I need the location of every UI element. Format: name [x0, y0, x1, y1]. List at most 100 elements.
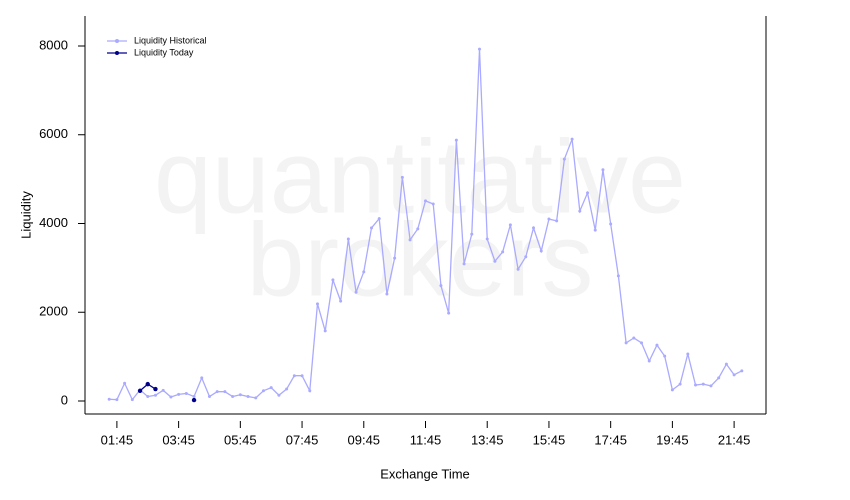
data-point: [547, 217, 551, 221]
data-point: [369, 226, 373, 230]
data-point: [717, 376, 721, 380]
data-point: [184, 391, 188, 395]
data-point: [393, 256, 397, 260]
x-tick-label: 19:45: [656, 432, 689, 447]
data-point: [624, 341, 628, 345]
data-point: [107, 397, 111, 401]
data-point: [161, 388, 165, 392]
x-tick-label: 05:45: [224, 432, 257, 447]
x-tick-label: 11:45: [410, 432, 442, 447]
data-point: [223, 390, 227, 394]
data-point: [632, 336, 636, 340]
data-point: [292, 374, 296, 378]
data-point: [115, 398, 119, 402]
data-point: [732, 373, 736, 377]
data-point: [277, 393, 281, 397]
legend-marker: [115, 51, 119, 55]
data-point: [655, 343, 659, 347]
data-point: [207, 395, 211, 399]
data-point: [562, 157, 566, 161]
data-point: [169, 395, 173, 399]
data-point: [470, 232, 474, 236]
data-point: [123, 381, 127, 385]
data-point: [539, 249, 543, 253]
data-point: [663, 354, 667, 358]
data-point: [462, 262, 466, 266]
data-point: [408, 238, 412, 242]
data-point: [315, 302, 319, 306]
data-point: [701, 382, 705, 386]
data-point: [246, 395, 250, 399]
data-point: [686, 352, 690, 356]
data-point: [339, 299, 343, 303]
data-point: [439, 284, 443, 288]
data-point: [740, 369, 744, 373]
data-point: [516, 267, 520, 271]
data-point: [231, 395, 235, 399]
data-point: [578, 209, 582, 213]
x-axis-label: Exchange Time: [380, 466, 470, 481]
legend-label: Liquidity Historical: [134, 35, 207, 45]
y-tick-label: 6000: [39, 126, 68, 141]
x-tick-label: 21:45: [718, 432, 751, 447]
data-point: [416, 227, 420, 231]
data-point: [647, 359, 651, 363]
x-tick-label: 03:45: [162, 432, 195, 447]
data-point: [331, 278, 335, 282]
data-point: [153, 386, 158, 392]
data-point: [678, 382, 682, 386]
data-point: [524, 255, 528, 259]
x-tick-label: 07:45: [286, 432, 319, 447]
data-point: [593, 228, 597, 232]
data-point: [323, 329, 327, 333]
data-point: [308, 389, 312, 393]
x-tick-label: 09:45: [348, 432, 381, 447]
data-point: [447, 311, 451, 315]
data-point: [609, 222, 613, 226]
y-tick-label: 4000: [39, 215, 68, 230]
data-point: [354, 290, 358, 294]
y-tick-label: 8000: [39, 37, 68, 52]
y-tick-label: 0: [61, 392, 68, 407]
legend-marker: [115, 39, 119, 43]
data-point: [146, 395, 150, 399]
data-point: [346, 237, 350, 241]
y-tick-label: 2000: [39, 304, 68, 319]
data-point: [261, 389, 265, 393]
x-tick-label: 01:45: [101, 432, 134, 447]
data-point: [724, 362, 728, 366]
data-point: [431, 202, 435, 206]
data-point: [385, 292, 389, 296]
x-tick-label: 17:45: [594, 432, 627, 447]
data-point: [192, 395, 196, 399]
data-point: [616, 274, 620, 278]
data-point: [501, 250, 505, 254]
data-point: [555, 219, 559, 223]
data-point: [377, 217, 381, 221]
data-point: [215, 390, 219, 394]
data-point: [709, 384, 713, 388]
data-point: [640, 341, 644, 345]
data-point: [586, 191, 590, 195]
data-point: [454, 138, 458, 142]
data-point: [493, 259, 497, 263]
x-tick-label: 13:45: [471, 432, 504, 447]
data-point: [400, 175, 404, 179]
data-point: [601, 168, 605, 172]
data-point: [532, 226, 536, 230]
legend: Liquidity Historical Liquidity Today: [107, 35, 207, 57]
data-point: [424, 199, 427, 203]
data-point: [177, 392, 181, 396]
data-point: [153, 393, 157, 397]
data-point: [300, 374, 304, 378]
data-point: [508, 223, 512, 227]
data-point: [285, 387, 289, 391]
legend-label: Liquidity Today: [134, 47, 194, 57]
data-point: [570, 137, 574, 141]
data-point: [238, 393, 242, 397]
data-point: [145, 381, 150, 387]
y-axis-label: Liquidity: [18, 191, 33, 239]
data-point: [269, 386, 273, 390]
data-point: [137, 388, 143, 393]
